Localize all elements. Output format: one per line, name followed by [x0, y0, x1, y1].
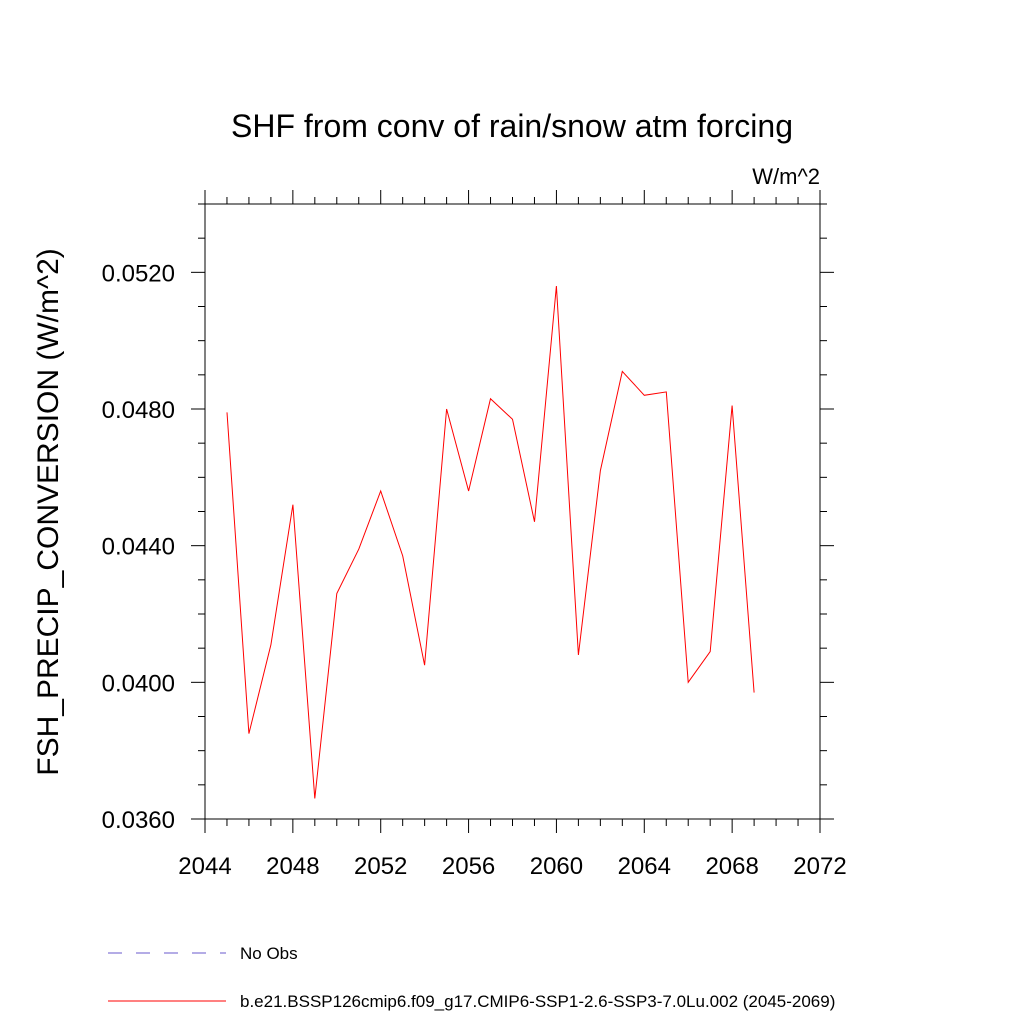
x-tick-label: 2052: [354, 853, 407, 880]
legend-label-model: b.e21.BSSP126cmip6.f09_g17.CMIP6-SSP1-2.…: [240, 992, 835, 1011]
x-tick-label: 2072: [793, 853, 846, 880]
legend-label-no-obs: No Obs: [240, 944, 298, 963]
plot-frame: [204, 203, 821, 820]
x-tick-label: 2060: [530, 853, 583, 880]
y-tick-label: 0.0440: [102, 534, 175, 561]
x-tick-label: 2068: [705, 853, 758, 880]
x-tick-label: 2044: [178, 853, 231, 880]
series-line: [226, 285, 755, 799]
x-tick-label: 2048: [266, 853, 319, 880]
y-tick-label: 0.0520: [102, 260, 175, 287]
legend: No Obs b.e21.BSSP126cmip6.f09_g17.CMIP6-…: [108, 944, 835, 1011]
series-layer: [226, 285, 755, 799]
x-tick-label: 2056: [442, 853, 495, 880]
y-axis-label: FSH_PRECIP_CONVERSION (W/m^2): [32, 248, 65, 775]
y-tick-label: 0.0360: [102, 807, 175, 834]
units-label: W/m^2: [752, 164, 820, 189]
y-axis-ticks: 0.0360 0.0400 0.0440 0.0480 0.0520: [102, 203, 834, 834]
x-tick-label: 2064: [618, 853, 671, 880]
y-tick-label: 0.0400: [102, 670, 175, 697]
chart-title: SHF from conv of rain/snow atm forcing: [231, 108, 793, 144]
y-tick-label: 0.0480: [102, 397, 175, 424]
x-axis-ticks: 2044 2048 2052 2056 2060 2064 2068 2072: [178, 190, 847, 880]
